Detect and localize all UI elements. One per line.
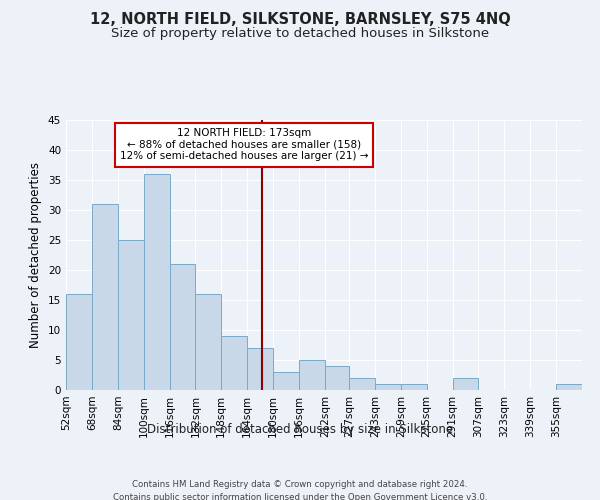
Bar [92, 204, 118, 390]
Bar [325, 366, 349, 390]
Bar [349, 378, 375, 390]
Text: Distribution of detached houses by size in Silkstone: Distribution of detached houses by size … [147, 422, 453, 436]
Bar [170, 264, 196, 390]
Bar [118, 240, 143, 390]
Text: Contains HM Land Registry data © Crown copyright and database right 2024.: Contains HM Land Registry data © Crown c… [132, 480, 468, 489]
Bar [66, 294, 92, 390]
Y-axis label: Number of detached properties: Number of detached properties [29, 162, 43, 348]
Bar [375, 384, 401, 390]
Bar [401, 384, 427, 390]
Bar [247, 348, 273, 390]
Bar [299, 360, 325, 390]
Text: Size of property relative to detached houses in Silkstone: Size of property relative to detached ho… [111, 28, 489, 40]
Bar [452, 378, 478, 390]
Bar [273, 372, 299, 390]
Text: 12 NORTH FIELD: 173sqm
← 88% of detached houses are smaller (158)
12% of semi-de: 12 NORTH FIELD: 173sqm ← 88% of detached… [120, 128, 368, 162]
Bar [143, 174, 170, 390]
Bar [556, 384, 582, 390]
Bar [221, 336, 247, 390]
Text: 12, NORTH FIELD, SILKSTONE, BARNSLEY, S75 4NQ: 12, NORTH FIELD, SILKSTONE, BARNSLEY, S7… [89, 12, 511, 28]
Text: Contains public sector information licensed under the Open Government Licence v3: Contains public sector information licen… [113, 492, 487, 500]
Bar [196, 294, 221, 390]
